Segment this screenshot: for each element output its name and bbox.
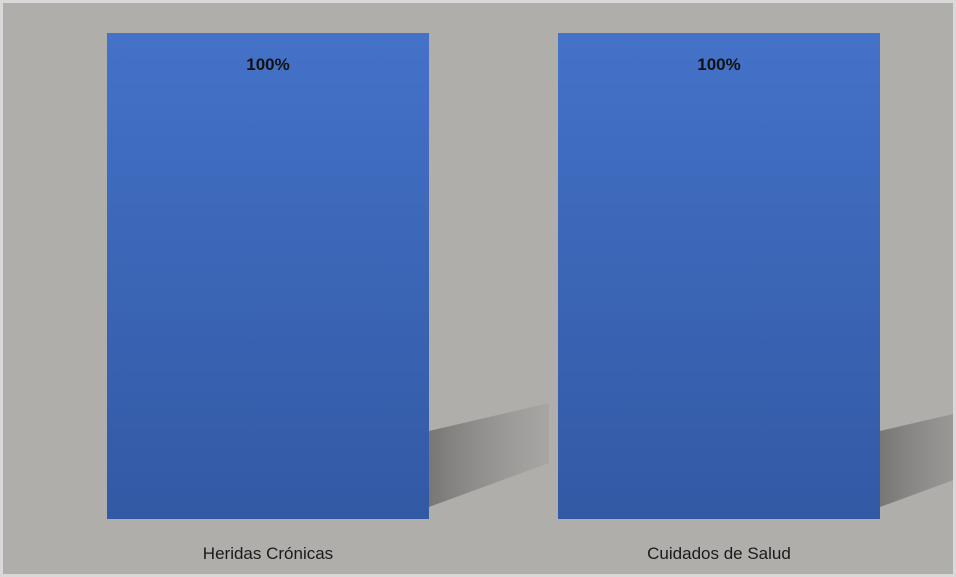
data-label: 100% [697, 55, 740, 74]
bars [107, 33, 880, 519]
bar [558, 33, 880, 519]
bar-shadow [880, 413, 953, 507]
bar [107, 33, 429, 519]
bar-shadows [429, 403, 953, 507]
category-label: Heridas Crónicas [203, 544, 333, 563]
bar-shadow [429, 403, 549, 507]
data-labels: 100% 100% [246, 55, 740, 74]
data-label: 100% [246, 55, 289, 74]
chart-plot: 100% 100% Heridas Crónicas Cuidados de Sal… [107, 33, 953, 563]
category-labels: Heridas Crónicas Cuidados de Salud [203, 544, 791, 563]
category-label: Cuidados de Salud [647, 544, 791, 563]
